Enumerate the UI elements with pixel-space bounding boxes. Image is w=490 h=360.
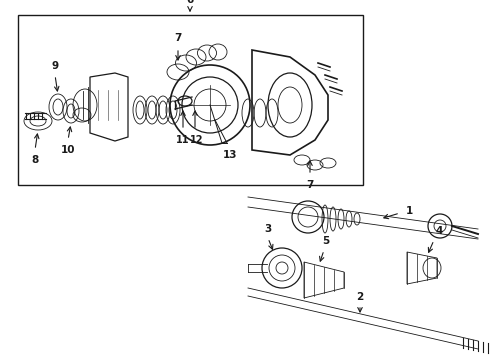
Text: 9: 9 xyxy=(51,61,59,71)
Text: 4: 4 xyxy=(436,226,443,236)
Text: 2: 2 xyxy=(356,292,364,302)
Text: 13: 13 xyxy=(223,150,237,160)
Text: 5: 5 xyxy=(322,236,330,246)
Text: 10: 10 xyxy=(61,145,75,155)
Text: 1: 1 xyxy=(406,206,413,216)
Text: 7: 7 xyxy=(174,33,182,43)
Text: 8: 8 xyxy=(31,155,39,165)
Text: 12: 12 xyxy=(190,135,204,145)
Text: 3: 3 xyxy=(265,224,271,234)
Text: 11: 11 xyxy=(176,135,190,145)
Text: 7: 7 xyxy=(306,180,314,190)
Bar xyxy=(18,15,363,185)
Text: 6: 6 xyxy=(186,0,194,5)
